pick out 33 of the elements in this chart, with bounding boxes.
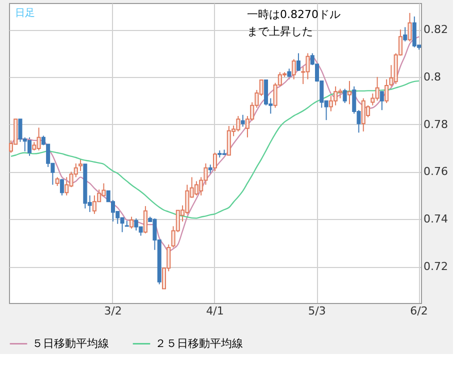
candlestick (342, 88, 347, 104)
y-tick-label: 0.72 (424, 260, 448, 274)
x-tick-label: 6/2 (410, 304, 428, 318)
annotation: 日足 (15, 8, 35, 19)
candlestick (78, 158, 83, 172)
annotation: 一時は0.8270ドル (247, 8, 340, 21)
legend-label: ２５日移動平均線 (155, 336, 243, 350)
candlestick (296, 52, 300, 72)
x-tick-label: 4/1 (206, 304, 224, 318)
candlestick (60, 178, 64, 196)
y-tick-label: 0.82 (424, 23, 448, 36)
candlestick (287, 68, 292, 80)
line-series (10, 80, 420, 219)
candlestick (143, 206, 148, 234)
candlestick (208, 164, 212, 175)
candlestick (384, 78, 389, 104)
candlestick (292, 58, 296, 80)
candlestick (347, 80, 352, 105)
legend-label: ５日移動平均線 (32, 336, 109, 350)
candlestick (403, 26, 408, 42)
x-tick-label: 3/2 (104, 304, 122, 318)
candlestick (408, 12, 412, 42)
annotation: まで上昇した (247, 25, 313, 38)
y-tick-label: 0.78 (424, 118, 448, 131)
candlestick (264, 80, 268, 106)
candlestick (212, 152, 218, 172)
candlestick (380, 90, 384, 111)
candlestick (130, 216, 134, 230)
x-tick-label: 5/3 (308, 304, 326, 318)
candlestick (240, 114, 245, 128)
y-tick-label: 0.8 (424, 70, 441, 84)
y-tick-label: 0.74 (424, 212, 448, 226)
y-tick-label: 0.76 (424, 165, 448, 178)
